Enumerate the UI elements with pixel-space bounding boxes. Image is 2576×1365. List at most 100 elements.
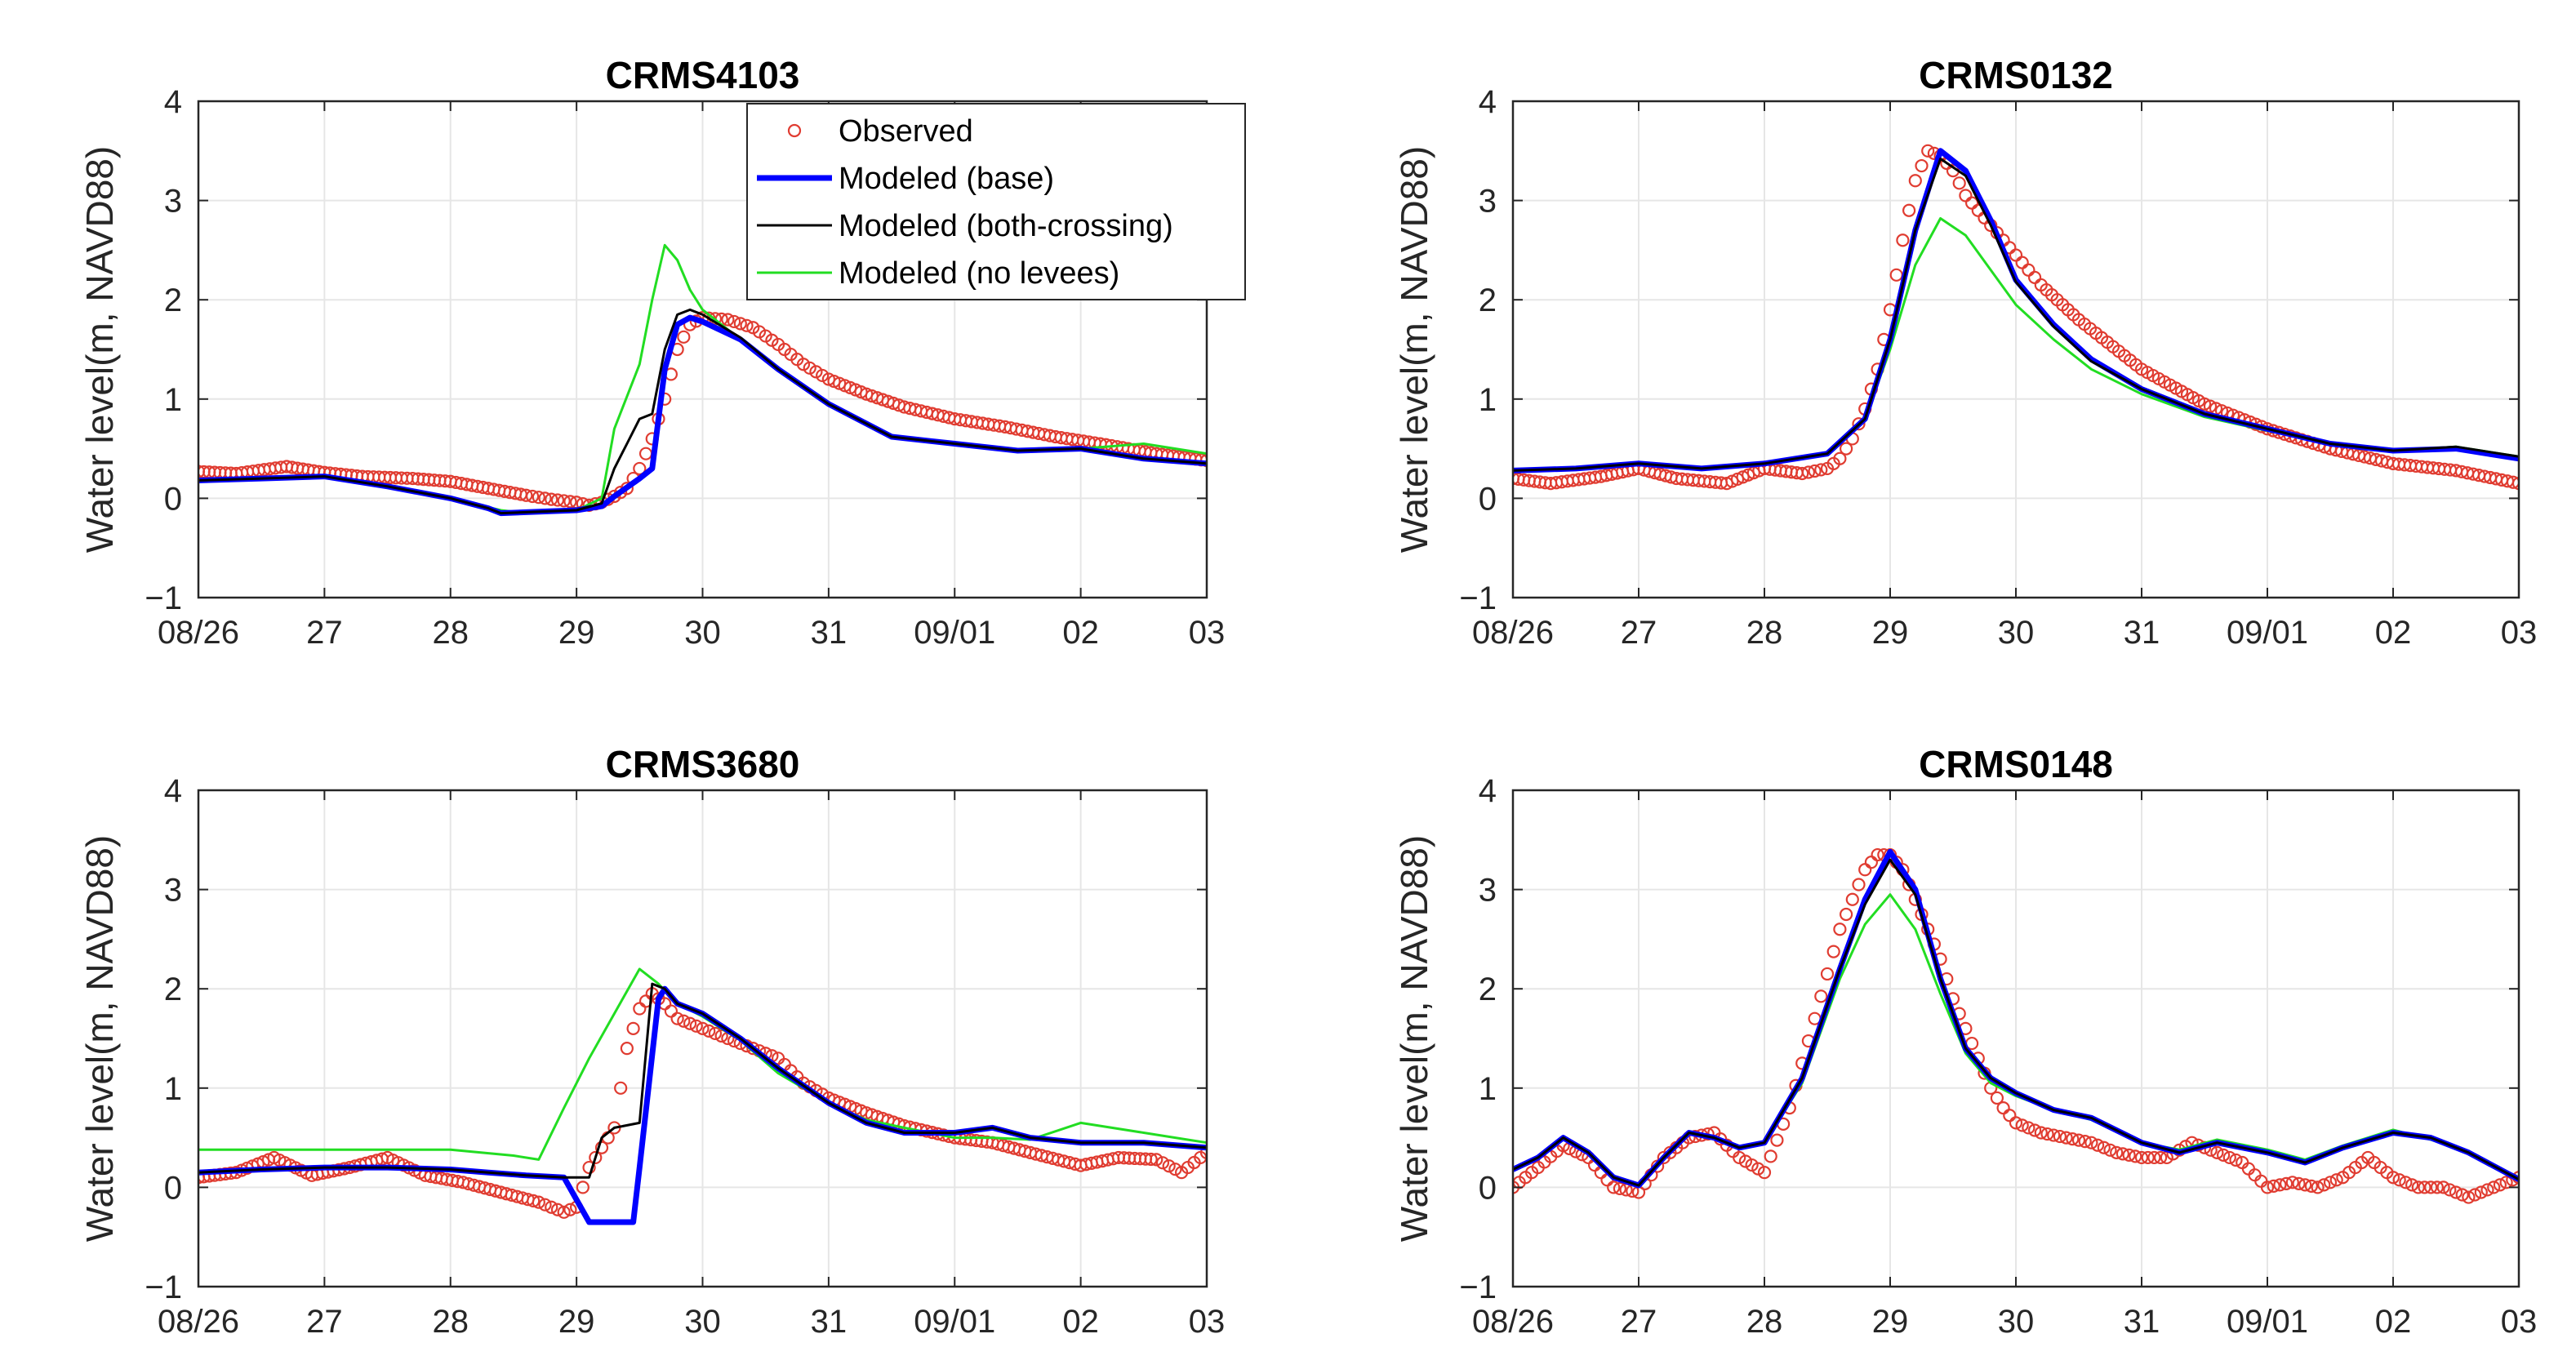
- x-tick-label: 29: [1872, 615, 1909, 651]
- x-tick-label: 30: [684, 1304, 721, 1340]
- observed-point: [1840, 907, 1853, 922]
- observed-point: [1840, 442, 1853, 456]
- x-tick-label: 28: [433, 1304, 469, 1340]
- observed-point: [2462, 1190, 2476, 1204]
- observed-point: [1852, 878, 1866, 891]
- observed-point: [2009, 1116, 2023, 1130]
- y-axis-label: Water level(m, NAVD88): [1393, 146, 1435, 553]
- observed-point: [1814, 989, 1828, 1003]
- observed-point: [582, 1160, 596, 1175]
- observed-point: [2506, 475, 2519, 489]
- chart-panel-crms3680: 08/26 27 28 29 30 31 09/01 02 03 −1 0 1 2 3 4 CRMS3680 W…: [78, 743, 1225, 1340]
- observed-point: [2229, 1153, 2243, 1167]
- chart-title: CRMS4103: [606, 54, 800, 96]
- x-tick-label: 08/26: [1472, 1304, 1554, 1340]
- observed-point: [2047, 1128, 2061, 1142]
- observed-point: [1871, 847, 1884, 862]
- y-tick-label: 1: [164, 1071, 182, 1107]
- observed-point: [689, 1019, 703, 1033]
- x-tick-label: 02: [1062, 615, 1099, 651]
- observed-point: [1168, 1163, 1182, 1176]
- observed-point: [2097, 1140, 2111, 1154]
- observed-point: [2329, 1173, 2343, 1187]
- y-tick-label: −1: [145, 580, 182, 616]
- observed-point: [2015, 1118, 2029, 1132]
- observed-point: [2392, 1173, 2406, 1187]
- y-tick-label: 2: [164, 972, 182, 1007]
- observed-point: [2418, 1180, 2431, 1194]
- x-tick-label: 03: [2501, 615, 2538, 651]
- observed-point: [550, 493, 565, 507]
- observed-point: [589, 1150, 603, 1165]
- chart-title: CRMS3680: [606, 743, 800, 785]
- observed-point: [519, 488, 533, 502]
- y-axis-label: Water level(m, NAVD88): [78, 146, 121, 553]
- observed-point: [2040, 1127, 2054, 1141]
- x-tick-label: 29: [1872, 1304, 1909, 1340]
- x-tick-label: 31: [2124, 615, 2160, 651]
- observed-point: [2034, 1126, 2048, 1140]
- y-tick-label: 2: [1479, 972, 1497, 1007]
- x-tick-label: 02: [1062, 1304, 1099, 1340]
- x-tick-label: 28: [433, 615, 469, 651]
- x-tick-label: 03: [2501, 1304, 2538, 1340]
- x-tick-label: 09/01: [2227, 615, 2308, 651]
- observed-point: [1833, 923, 1847, 936]
- y-tick-label: −1: [145, 1269, 182, 1305]
- observed-point: [2147, 1150, 2161, 1165]
- observed-point: [1826, 945, 1840, 958]
- legend-label: Observed: [839, 114, 973, 149]
- y-tick-label: 4: [164, 773, 182, 809]
- observed-point: [1915, 158, 1929, 173]
- observed-point: [2260, 1180, 2275, 1194]
- x-tick-label: 02: [2375, 615, 2412, 651]
- observed-point: [2468, 1188, 2482, 1202]
- legend-label: Modeled (both-crossing): [839, 209, 1173, 243]
- observed-point: [683, 1016, 697, 1030]
- observed-point: [2292, 1176, 2306, 1190]
- observed-point: [2116, 1147, 2129, 1161]
- x-tick-label: 03: [1189, 615, 1226, 651]
- x-tick-label: 08/26: [158, 1304, 239, 1340]
- observed-point: [2511, 477, 2519, 491]
- observed-point: [545, 492, 558, 506]
- y-tick-label: 2: [164, 282, 182, 318]
- y-axis-label: Water level(m, NAVD88): [78, 835, 121, 1242]
- y-tick-label: −1: [1459, 580, 1497, 616]
- y-tick-label: 0: [164, 1170, 182, 1206]
- observed-point: [538, 1198, 552, 1212]
- y-tick-label: 2: [1479, 282, 1497, 318]
- x-tick-label: 31: [811, 1304, 848, 1340]
- observed-point: [2129, 1149, 2142, 1163]
- observed-point: [1770, 1133, 1784, 1147]
- observed-point: [1144, 1152, 1158, 1167]
- observed-point: [532, 1195, 545, 1209]
- x-tick-label: 31: [2124, 1304, 2160, 1340]
- observed-point: [1795, 466, 1809, 481]
- chart-panel-crms4103: 08/26 27 28 29 30 31 09/01 02 03 −1 0 1 2 3 4 CRMS4103 W…: [78, 54, 1246, 651]
- series-line-modeled-both-crossing: [1513, 858, 2519, 1187]
- observed-point: [1199, 1145, 1207, 1159]
- observed-point: [2071, 1133, 2086, 1147]
- observed-point: [2317, 1178, 2331, 1192]
- observed-point: [557, 494, 571, 508]
- observed-point: [1607, 1180, 1621, 1194]
- legend-label: Modeled (base): [839, 162, 1054, 196]
- x-tick-label: 28: [1746, 1304, 1783, 1340]
- legend-box: [746, 103, 1246, 300]
- y-tick-label: 1: [1479, 382, 1497, 418]
- observed-point: [2443, 1183, 2457, 1197]
- x-tick-label: 08/26: [1472, 615, 1554, 651]
- observed-point: [2084, 1136, 2098, 1149]
- observed-point: [677, 330, 691, 344]
- y-tick-label: −1: [1459, 1269, 1497, 1305]
- y-tick-label: 1: [1479, 1071, 1497, 1107]
- legend: Observed Modeled (base) Modeled (both-cros…: [746, 103, 1246, 300]
- observed-point: [2078, 1135, 2092, 1149]
- observed-point: [1990, 1091, 2004, 1105]
- observed-point: [2424, 1180, 2438, 1194]
- observed-point: [2436, 1180, 2450, 1194]
- observed-point: [563, 1203, 577, 1216]
- observed-point: [696, 1021, 710, 1035]
- observed-point: [1814, 463, 1828, 477]
